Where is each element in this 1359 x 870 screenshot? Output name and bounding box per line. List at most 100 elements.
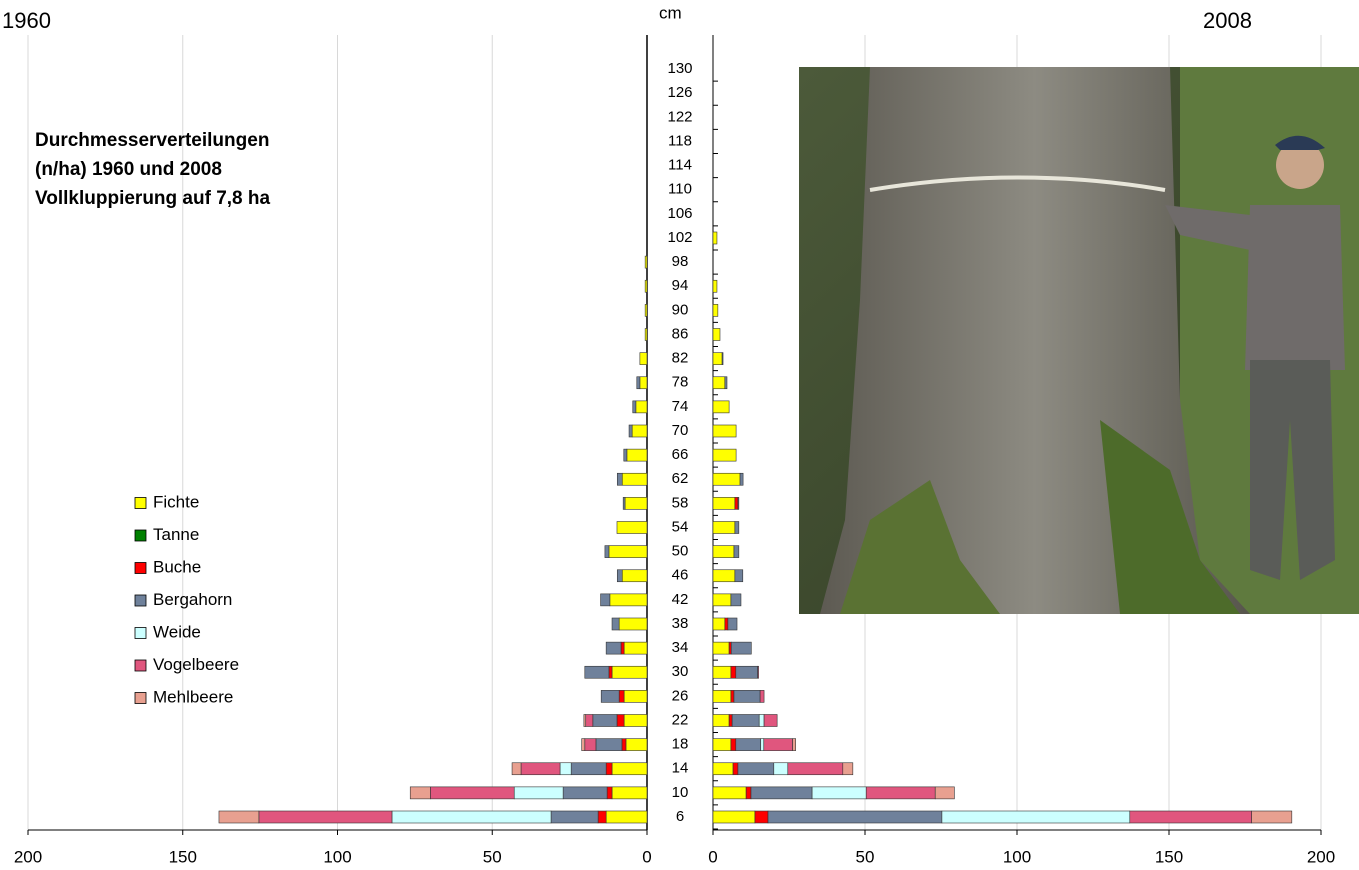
- bar-segment: [774, 763, 788, 775]
- bar-segment: [632, 425, 647, 437]
- bar-segment: [617, 522, 647, 534]
- legend-swatch: [135, 660, 146, 671]
- bar-segment: [624, 690, 647, 702]
- category-label: 70: [672, 422, 689, 439]
- bar-segment: [725, 618, 728, 630]
- bar-segment: [512, 763, 521, 775]
- bar-segment: [746, 787, 751, 799]
- bar-segment: [713, 522, 735, 534]
- bar-segment: [1252, 811, 1292, 823]
- bar-segment: [219, 811, 259, 823]
- bar-segment: [601, 690, 619, 702]
- bar-segment: [593, 715, 617, 727]
- bar-segment: [843, 763, 853, 775]
- category-label: 82: [672, 350, 689, 367]
- bar-segment: [640, 353, 647, 365]
- bar-segment: [606, 763, 612, 775]
- bar-segment: [521, 763, 560, 775]
- category-label: 78: [672, 374, 689, 391]
- x-tick-label: 100: [323, 847, 351, 866]
- bar-segment: [259, 811, 392, 823]
- bar-segment: [410, 787, 430, 799]
- bar-segment: [713, 232, 717, 244]
- legend-swatch: [135, 498, 146, 509]
- bar-segment: [713, 425, 736, 437]
- bar-segment: [735, 570, 743, 582]
- bar-segment: [713, 401, 729, 413]
- category-label: 30: [672, 663, 689, 680]
- bar-segment: [935, 787, 954, 799]
- bar-segment: [713, 280, 717, 292]
- bar-segment: [755, 811, 768, 823]
- bar-segment: [571, 763, 606, 775]
- bar-segment: [645, 304, 647, 316]
- bar-segment: [617, 715, 624, 727]
- category-label: 118: [668, 132, 692, 149]
- bar-segment: [734, 690, 760, 702]
- bar-segment: [731, 594, 741, 606]
- bar-segment: [731, 690, 734, 702]
- category-label: 94: [672, 277, 689, 294]
- bar-segment: [596, 739, 622, 751]
- bar-segment: [605, 546, 609, 558]
- bar-segment: [713, 618, 725, 630]
- bar-segment: [738, 763, 774, 775]
- category-label: 74: [672, 398, 689, 415]
- bar-segment: [598, 811, 606, 823]
- bar-segment: [636, 401, 647, 413]
- bar-segment: [585, 739, 596, 751]
- bar-segment: [768, 811, 942, 823]
- legend-label: Mehlbeere: [153, 687, 233, 706]
- bar-segment: [713, 329, 720, 341]
- bar-segment: [736, 739, 761, 751]
- bar-segment: [645, 256, 647, 268]
- bar-segment: [751, 787, 812, 799]
- bar-segment: [392, 811, 551, 823]
- annotation: Vollkluppierung auf 7,8 ha: [35, 188, 271, 209]
- annotation: (n/ha) 1960 und 2008: [35, 159, 222, 180]
- bar-segment: [713, 377, 725, 389]
- legend-swatch: [135, 628, 146, 639]
- legend-label: Bergahorn: [153, 590, 232, 609]
- bar-segment: [731, 642, 751, 654]
- x-tick-label: 200: [14, 847, 42, 866]
- bar-segment: [612, 618, 619, 630]
- x-tick-label: 50: [856, 847, 875, 866]
- bar-segment: [637, 377, 640, 389]
- bar-segment: [713, 690, 731, 702]
- y-axis-label: cm: [659, 3, 682, 22]
- right-panel-title: 2008: [1203, 8, 1252, 33]
- category-label: 102: [667, 229, 692, 246]
- category-label: 106: [667, 205, 692, 222]
- category-label: 6: [676, 808, 684, 825]
- bar-segment: [629, 425, 632, 437]
- bar-segment: [430, 787, 514, 799]
- category-label: 122: [667, 108, 692, 125]
- bar-segment: [713, 642, 729, 654]
- bar-segment: [764, 715, 777, 727]
- legend-swatch: [135, 530, 146, 541]
- category-label: 14: [672, 760, 689, 777]
- bar-segment: [729, 642, 731, 654]
- category-label: 114: [668, 157, 692, 174]
- bar-segment: [609, 666, 612, 678]
- bar-segment: [942, 811, 1130, 823]
- bar-segment: [735, 522, 739, 534]
- x-tick-label: 100: [1003, 847, 1031, 866]
- bar-segment: [623, 497, 625, 509]
- bar-segment: [759, 715, 764, 727]
- bar-segment: [612, 787, 647, 799]
- category-label: 38: [672, 615, 689, 632]
- legend-swatch: [135, 563, 146, 574]
- bar-segment: [788, 763, 843, 775]
- bar-segment: [610, 594, 647, 606]
- bar-segment: [713, 787, 746, 799]
- category-label: 86: [672, 325, 689, 342]
- category-label: 62: [672, 470, 689, 487]
- category-label: 10: [672, 784, 689, 801]
- bar-segment: [735, 497, 738, 509]
- bar-segment: [622, 473, 647, 485]
- bar-segment: [812, 787, 866, 799]
- bar-segment: [582, 739, 585, 751]
- category-label: 50: [672, 543, 689, 560]
